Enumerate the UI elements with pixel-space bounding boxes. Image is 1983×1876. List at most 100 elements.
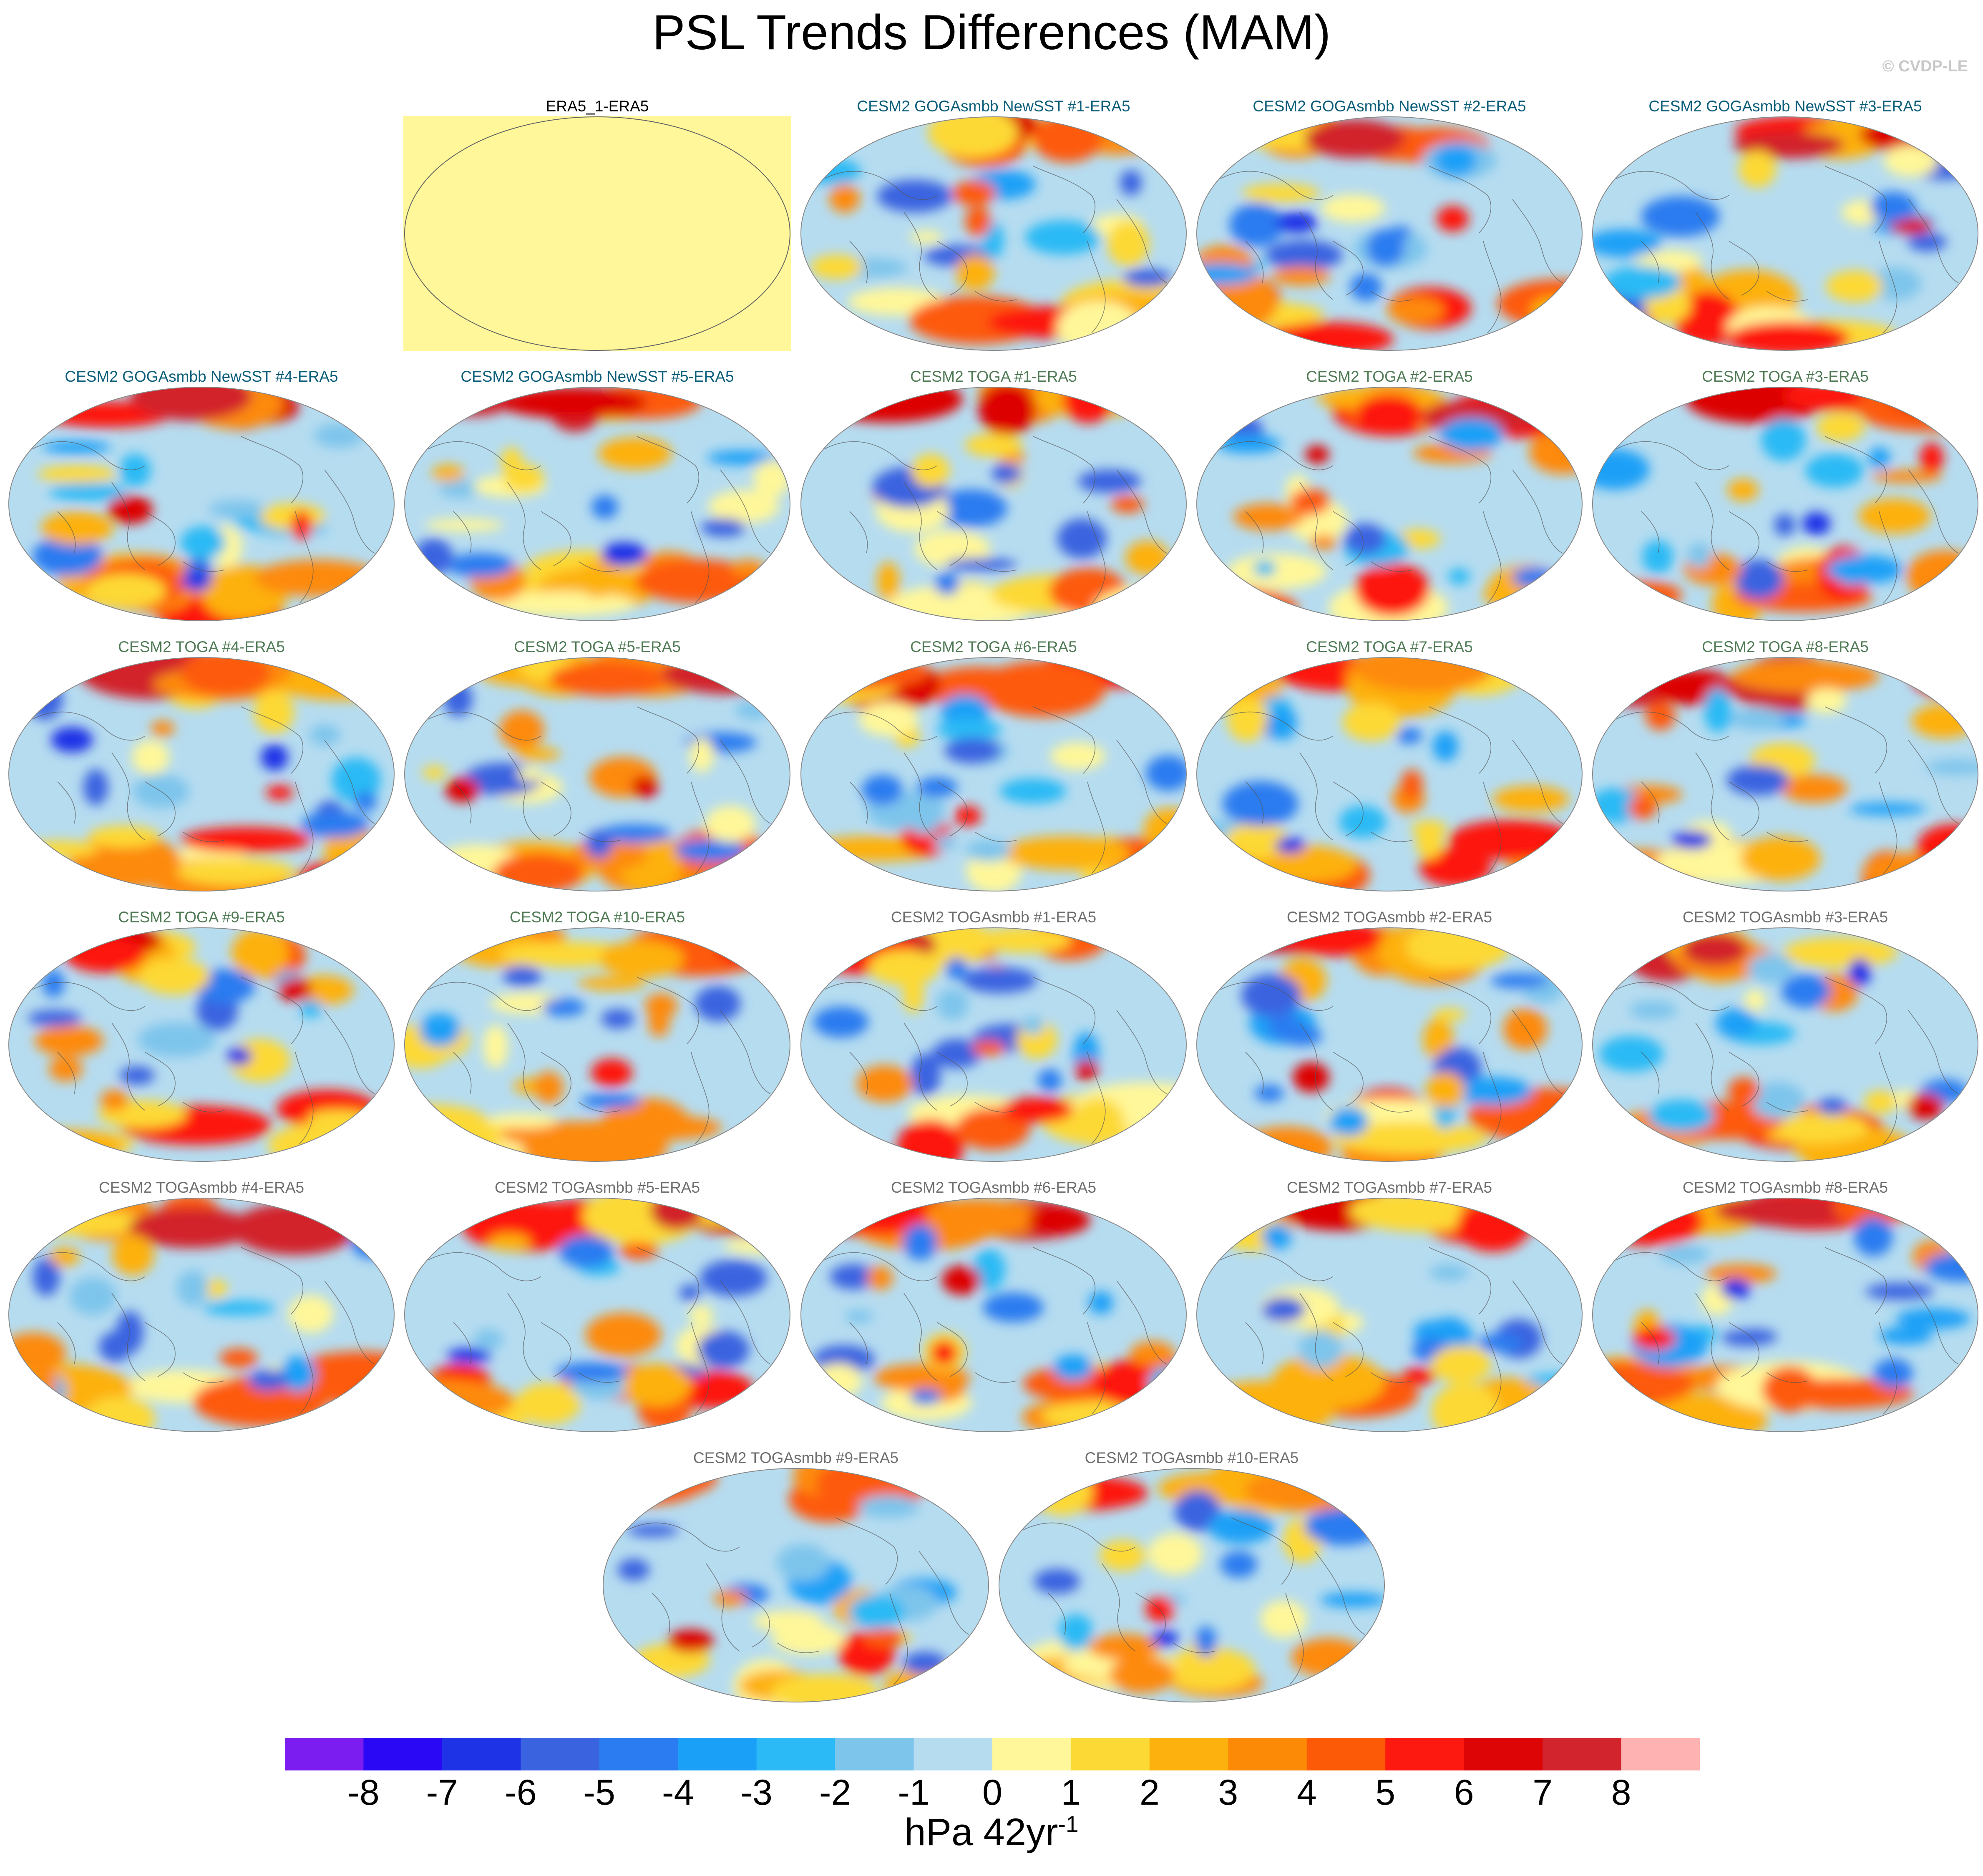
coastlines — [32, 706, 375, 874]
panel-title: CESM2 GOGAsmbb NewSST #2-ERA5 — [1253, 98, 1526, 115]
contour-region — [1782, 937, 1898, 968]
contour-region — [1203, 1130, 1273, 1157]
contour-region — [30, 1365, 57, 1404]
contour-region — [1265, 240, 1343, 270]
contour-region — [945, 558, 1018, 571]
contour-region — [701, 518, 746, 537]
globe-outline — [603, 1468, 989, 1702]
contour-region — [1001, 836, 1130, 870]
contour-region — [555, 1362, 629, 1382]
contour-region — [559, 1235, 614, 1268]
globe-outline — [800, 387, 1187, 621]
contour-region — [85, 574, 166, 609]
colorbar-box — [1306, 1738, 1386, 1770]
contour-region — [112, 1234, 154, 1276]
colorbar-tick-label: 8 — [1611, 1773, 1631, 1809]
map-panel: CESM2 TOGA #4-ERA5 — [8, 637, 395, 892]
contour-region — [1342, 703, 1400, 741]
contour-region — [176, 859, 296, 886]
contour-region — [1705, 1264, 1777, 1284]
contour-region — [1088, 1291, 1113, 1314]
colorbar-box — [1385, 1738, 1465, 1770]
contour-region — [675, 839, 747, 862]
colorbar-tick-label: -4 — [662, 1773, 694, 1809]
map-panel: CESM2 TOGAsmbb #10-ERA5 — [998, 1448, 1386, 1703]
credit-text: © CVDP-LE — [1882, 58, 1968, 75]
contour-region — [810, 254, 863, 280]
contour-region — [1503, 1008, 1548, 1050]
contour-region — [1123, 269, 1172, 287]
contour-region — [618, 1559, 650, 1581]
contour-region — [1524, 1408, 1582, 1432]
contour-region — [1870, 191, 1916, 222]
contour-region — [1078, 469, 1141, 493]
coastlines — [1616, 977, 1959, 1144]
contour-region — [1648, 1099, 1715, 1133]
contour-region — [1111, 496, 1144, 513]
contour-region — [585, 1312, 662, 1357]
globe-outline — [1196, 927, 1583, 1162]
panel-title: CESM2 TOGAsmbb #3-ERA5 — [1682, 909, 1888, 926]
contour-region — [911, 453, 950, 488]
contour-region — [1864, 852, 1971, 891]
contour-region — [1731, 708, 1786, 730]
contour-region — [1716, 1008, 1757, 1039]
globe-outline — [8, 657, 395, 891]
contour-region — [42, 969, 65, 998]
contour-region — [49, 1057, 83, 1081]
chart-title: PSL Trends Differences (MAM) — [652, 5, 1331, 60]
contour-region — [248, 1369, 289, 1391]
map-panel: CESM2 TOGAsmbb #7-ERA5 — [1195, 1178, 1583, 1433]
contour-region — [965, 433, 1023, 457]
contour-region — [877, 180, 953, 213]
contour-region — [932, 1039, 981, 1068]
contour-region — [667, 1629, 714, 1653]
contour-region — [414, 538, 453, 575]
contour-region — [1034, 1569, 1080, 1594]
colorbar-tick-label: 5 — [1375, 1773, 1395, 1809]
contour-region — [954, 806, 981, 826]
coastlines — [32, 977, 375, 1144]
contour-region — [999, 778, 1067, 804]
contour-region — [1429, 1264, 1469, 1281]
contour-region — [209, 500, 265, 519]
contour-region — [1734, 559, 1784, 599]
panel-title: CESM2 TOGA #1-ERA5 — [910, 368, 1077, 385]
coastlines — [1616, 436, 1959, 604]
map-panel: CESM2 GOGAsmbb NewSST #4-ERA5 — [8, 367, 395, 622]
contour-region — [1332, 1122, 1488, 1154]
contour-region — [1715, 1198, 1861, 1227]
globe-outline — [404, 116, 790, 351]
contour-region — [203, 1300, 276, 1316]
contour-region — [266, 785, 294, 800]
contour-region — [1925, 759, 1978, 776]
colorbar-units: hPa 42yr-1 — [0, 1811, 1983, 1854]
contour-region — [425, 519, 504, 532]
contour-region — [848, 1594, 905, 1629]
contour-region — [1530, 296, 1578, 328]
contour-region — [1032, 117, 1103, 163]
panel-title: CESM2 TOGAsmbb #1-ERA5 — [891, 909, 1097, 926]
contour-region — [1290, 488, 1330, 515]
contour-region — [1022, 1016, 1044, 1035]
contour-region — [1109, 1656, 1175, 1693]
contour-region — [1275, 212, 1318, 233]
contour-region — [1208, 1509, 1274, 1544]
contour-region — [137, 1022, 216, 1058]
contour-region — [99, 1332, 131, 1362]
contour-region — [992, 463, 1022, 484]
panel-map — [800, 657, 1187, 891]
contour-region — [534, 1071, 564, 1104]
contour-region — [23, 840, 98, 858]
colorbar-units-text: hPa 42yr — [904, 1811, 1058, 1853]
contour-region — [1596, 1198, 1704, 1246]
panel-map — [800, 927, 1187, 1162]
contour-region — [1057, 519, 1107, 559]
contour-region — [516, 1383, 581, 1425]
contour-region — [917, 777, 958, 798]
contour-region — [83, 769, 108, 806]
contour-region — [139, 958, 210, 995]
contour-region — [1245, 1468, 1366, 1512]
contour-region — [776, 1544, 830, 1581]
contour-region — [623, 1363, 692, 1407]
